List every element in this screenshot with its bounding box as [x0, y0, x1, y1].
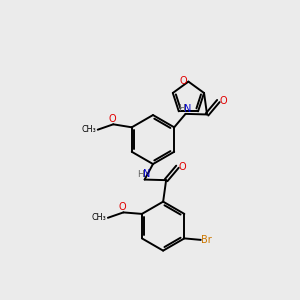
Text: O: O: [118, 202, 126, 212]
Text: N: N: [184, 104, 191, 114]
Text: O: O: [220, 96, 227, 106]
Text: O: O: [179, 162, 186, 172]
Text: CH₃: CH₃: [92, 213, 106, 222]
Text: CH₃: CH₃: [82, 125, 96, 134]
Text: O: O: [179, 76, 187, 86]
Text: H: H: [137, 170, 143, 179]
Text: H: H: [178, 104, 184, 113]
Text: Br: Br: [201, 235, 212, 245]
Text: O: O: [108, 114, 116, 124]
Text: N: N: [143, 169, 150, 179]
